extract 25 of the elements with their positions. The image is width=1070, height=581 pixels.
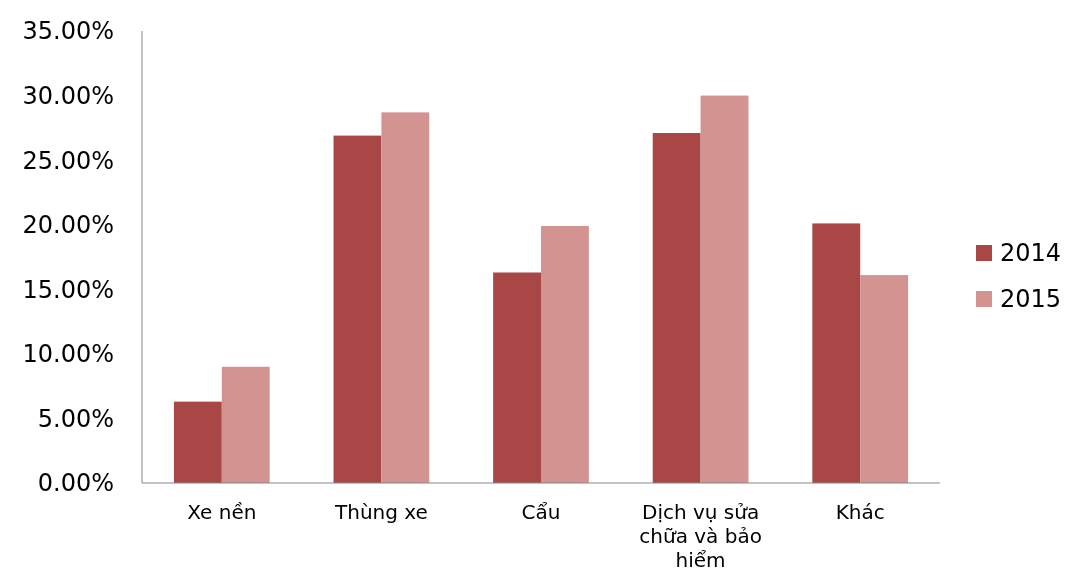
bar <box>333 135 382 483</box>
y-tick-label: 35.00% <box>22 17 114 46</box>
y-tick-label: 20.00% <box>22 211 114 240</box>
y-tick-label: 10.00% <box>22 340 114 369</box>
legend-label: 2015 <box>1000 285 1062 314</box>
y-tick-label: 30.00% <box>22 81 114 110</box>
y-tick-label: 5.00% <box>37 404 114 433</box>
x-tick-label: Thùng xe <box>333 500 428 524</box>
x-tick-label: Khác <box>835 500 885 524</box>
bar <box>173 401 222 483</box>
bar <box>700 95 749 483</box>
bar <box>493 272 541 483</box>
bar <box>541 226 589 483</box>
y-tick-label: 25.00% <box>22 146 114 175</box>
y-tick-label: 15.00% <box>22 275 114 304</box>
x-tick-label: Dịch vụ sửa chữa và bảo hiểm <box>639 500 762 572</box>
x-tick-label: Cẩu <box>521 500 561 524</box>
bar <box>381 112 430 483</box>
y-tick-label: 0.00% <box>37 469 114 498</box>
bar <box>860 275 909 483</box>
bar <box>652 133 701 483</box>
legend-label: 2014 <box>1000 239 1062 268</box>
x-tick-label: Xe nền <box>187 500 257 524</box>
bar <box>221 366 270 483</box>
bar <box>812 223 861 483</box>
